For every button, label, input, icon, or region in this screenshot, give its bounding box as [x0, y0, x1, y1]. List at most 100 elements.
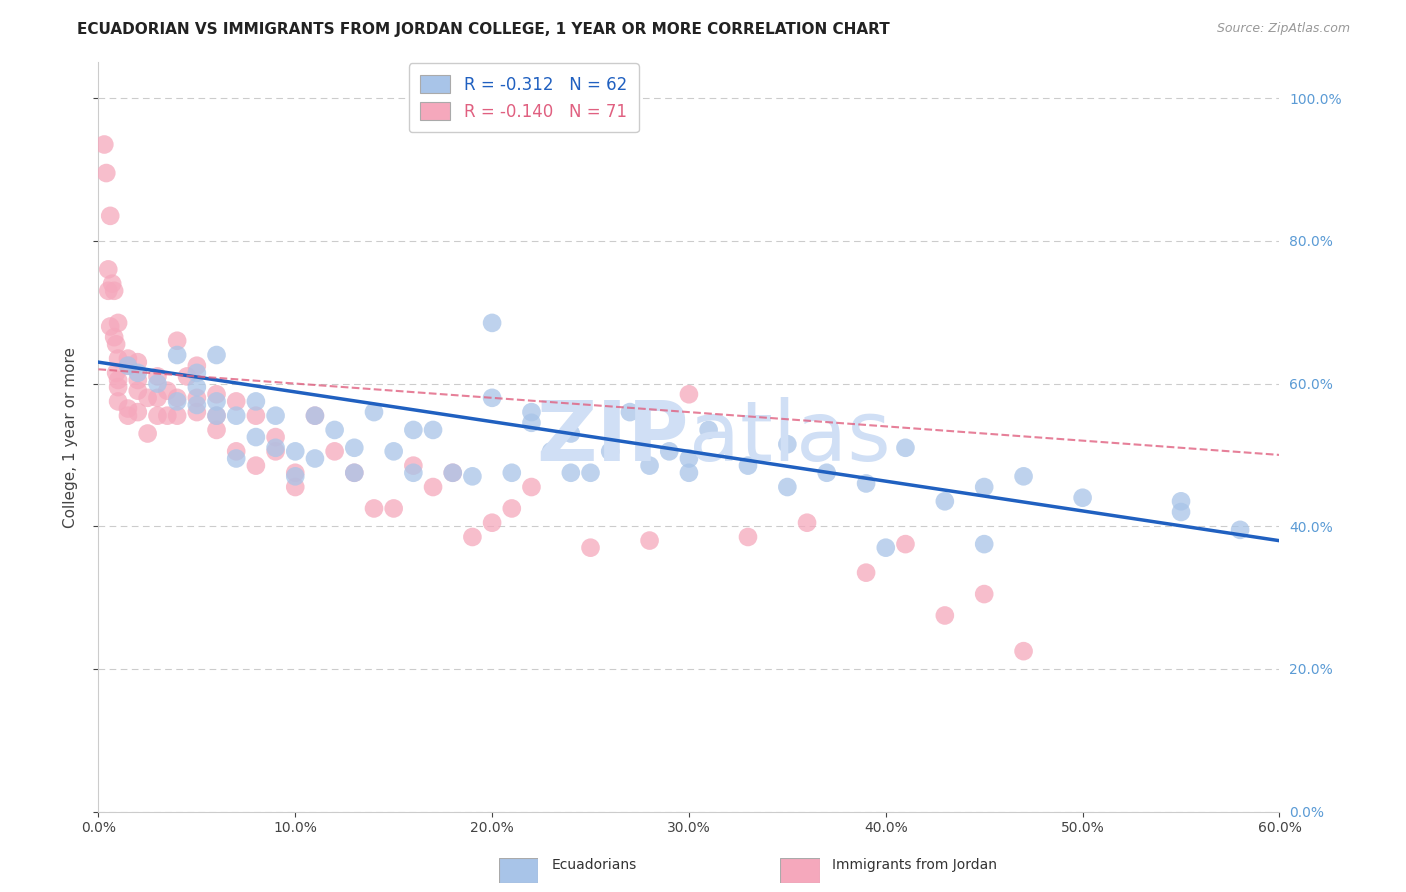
Point	[97, 284, 120, 298]
Point	[520, 416, 543, 430]
Point	[501, 466, 523, 480]
Point	[1012, 469, 1035, 483]
Point	[205, 387, 228, 401]
Point	[363, 501, 385, 516]
Point	[304, 409, 326, 423]
Point	[520, 480, 543, 494]
Point	[146, 369, 169, 384]
Point	[146, 376, 169, 391]
Point	[422, 480, 444, 494]
Point	[103, 284, 125, 298]
Point	[107, 316, 129, 330]
Point	[560, 426, 582, 441]
Point	[678, 466, 700, 480]
Point	[186, 405, 208, 419]
Point	[776, 437, 799, 451]
Point	[103, 330, 125, 344]
Point	[894, 537, 917, 551]
Point	[284, 480, 307, 494]
Point	[1229, 523, 1251, 537]
Text: ZIP: ZIP	[537, 397, 689, 477]
Point	[136, 426, 159, 441]
Point	[176, 369, 198, 384]
Point	[127, 373, 149, 387]
Point	[205, 409, 228, 423]
Point	[186, 380, 208, 394]
Point	[441, 466, 464, 480]
Point	[1012, 644, 1035, 658]
Point	[934, 608, 956, 623]
Point	[382, 444, 405, 458]
Point	[678, 451, 700, 466]
Point	[186, 398, 208, 412]
Point	[579, 541, 602, 555]
Point	[796, 516, 818, 530]
Point	[875, 541, 897, 555]
Point	[402, 458, 425, 473]
Point	[186, 391, 208, 405]
Point	[105, 366, 128, 380]
Point	[737, 530, 759, 544]
Text: Ecuadorians: Ecuadorians	[551, 858, 637, 872]
Point	[422, 423, 444, 437]
Point	[304, 409, 326, 423]
Point	[117, 409, 139, 423]
Point	[855, 566, 877, 580]
Point	[658, 444, 681, 458]
Point	[97, 262, 120, 277]
Point	[205, 394, 228, 409]
Point	[520, 405, 543, 419]
Point	[1071, 491, 1094, 505]
Point	[98, 209, 121, 223]
Point	[127, 355, 149, 369]
Point	[973, 537, 995, 551]
Point	[402, 466, 425, 480]
Point	[737, 458, 759, 473]
Text: ECUADORIAN VS IMMIGRANTS FROM JORDAN COLLEGE, 1 YEAR OR MORE CORRELATION CHART: ECUADORIAN VS IMMIGRANTS FROM JORDAN COL…	[77, 22, 890, 37]
Point	[127, 384, 149, 398]
Point	[855, 476, 877, 491]
Point	[501, 501, 523, 516]
Point	[894, 441, 917, 455]
Point	[96, 166, 118, 180]
Point	[284, 466, 307, 480]
Point	[245, 394, 267, 409]
Point	[245, 430, 267, 444]
Point	[127, 405, 149, 419]
Point	[579, 466, 602, 480]
Point	[136, 391, 159, 405]
Point	[540, 444, 562, 458]
Point	[117, 351, 139, 366]
Point	[245, 409, 267, 423]
Point	[105, 337, 128, 351]
Point	[461, 469, 484, 483]
Point	[343, 466, 366, 480]
Point	[186, 359, 208, 373]
Point	[678, 387, 700, 401]
Point	[225, 409, 247, 423]
Point	[166, 409, 188, 423]
Point	[1170, 494, 1192, 508]
Point	[264, 430, 287, 444]
Point	[107, 373, 129, 387]
Point	[205, 423, 228, 437]
Point	[117, 401, 139, 416]
Point	[205, 348, 228, 362]
Point	[146, 391, 169, 405]
Point	[402, 423, 425, 437]
Point	[973, 587, 995, 601]
Point	[343, 441, 366, 455]
Point	[382, 501, 405, 516]
Text: atlas: atlas	[689, 397, 890, 477]
Point	[560, 466, 582, 480]
Y-axis label: College, 1 year or more: College, 1 year or more	[63, 347, 77, 527]
Point	[481, 316, 503, 330]
Point	[619, 405, 641, 419]
Point	[441, 466, 464, 480]
Point	[117, 359, 139, 373]
Point	[323, 444, 346, 458]
Point	[284, 469, 307, 483]
Point	[264, 444, 287, 458]
Point	[146, 409, 169, 423]
Legend: R = -0.312   N = 62, R = -0.140   N = 71: R = -0.312 N = 62, R = -0.140 N = 71	[409, 63, 638, 132]
